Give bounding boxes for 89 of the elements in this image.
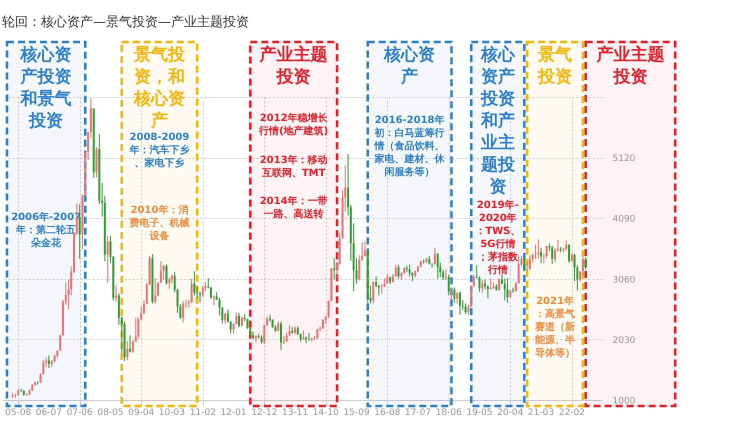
candlestick	[408, 264, 411, 277]
candlestick	[386, 274, 388, 285]
candlestick	[568, 244, 570, 264]
candlestick	[126, 340, 128, 360]
x-tick-label: 08-05	[97, 408, 124, 418]
annotation: 2014年：一带一路、高送转	[260, 195, 328, 220]
annotation: 2021年：高景气赛道（新能源、半导体等）	[534, 295, 576, 359]
candlestick	[106, 235, 109, 284]
candlestick	[238, 312, 240, 328]
candlestick	[95, 146, 98, 178]
candlestick	[397, 264, 400, 280]
candlestick	[436, 252, 439, 280]
x-tick-label: 14-10	[312, 408, 340, 418]
candlestick	[154, 278, 156, 304]
candlestick	[240, 316, 243, 327]
annotation: 2019年-2020年：TWS、5G行情；茅指数行情	[475, 199, 520, 276]
annotation: 2016-2018年初：白马蓝筹行情（食品饮料、家电、建材、休闲服务等）	[374, 114, 446, 178]
x-tick-label: 19-05	[466, 408, 492, 418]
candlestick	[224, 312, 226, 324]
candlestick	[537, 238, 540, 260]
candlestick	[523, 256, 526, 272]
candlestick	[456, 292, 458, 304]
x-tick-label: 18-06	[436, 408, 462, 418]
band-label: 产业主题投资	[258, 45, 328, 87]
y-tick-label: 4090	[612, 214, 636, 225]
candlestick	[190, 278, 193, 304]
x-tick-label: 17-07	[404, 408, 432, 418]
x-tick-label: 15-09	[343, 408, 370, 418]
candlestick	[316, 328, 318, 340]
x-tick-label: 21-03	[528, 408, 554, 418]
candlestick	[444, 268, 447, 280]
x-tick-label: 07-06	[66, 408, 94, 418]
annotation: 2010年：消费电子、机械设备	[128, 204, 190, 242]
candlestick	[481, 279, 484, 294]
candlestick	[464, 303, 467, 315]
x-tick-label: 11-02	[190, 408, 216, 418]
band-label: 核心资产	[383, 45, 436, 87]
annotation: 2008-2009年：汽车下乡、家电下乡	[128, 132, 190, 169]
candlestick	[168, 277, 170, 290]
candlestick	[202, 285, 204, 298]
candlestick	[528, 254, 531, 270]
candlestick	[540, 247, 542, 264]
band-label: 景气投资	[537, 45, 572, 87]
x-tick-label: 06-07	[36, 408, 62, 418]
candlestick	[448, 274, 450, 296]
candlestick	[182, 300, 184, 323]
candlestick	[280, 321, 282, 350]
candlestick	[308, 332, 310, 342]
candlestick	[565, 240, 568, 252]
band-label: 产业主题投资	[595, 45, 664, 87]
y-tick-label: 2030	[612, 336, 636, 346]
candlestick	[453, 287, 456, 304]
x-tick-label: 10-03	[158, 408, 185, 418]
y-tick-label: 5120	[612, 154, 636, 164]
candlestick	[450, 286, 452, 302]
x-tick-label: 13-11	[282, 408, 308, 418]
x-tick-label: 12-01	[220, 408, 247, 418]
annotation: 2013年：移动互联网、TMT	[260, 154, 328, 179]
candlestick	[506, 278, 508, 304]
candlestick	[546, 245, 548, 259]
candlestick	[372, 280, 374, 304]
candlestick	[193, 270, 196, 296]
x-tick-label: 16-08	[374, 408, 401, 418]
x-tick-label: 20-04	[497, 408, 524, 418]
candlestick	[78, 204, 81, 260]
candlestick	[333, 258, 336, 280]
band-label: 景气投资，和核心资产	[132, 45, 186, 131]
candlestick	[551, 245, 554, 265]
candlestick	[162, 264, 165, 280]
band-label: 核心资产投资和产业主题投资	[480, 45, 516, 197]
candlestick	[434, 247, 436, 266]
candlestick	[512, 287, 514, 294]
x-tick-label: 09-04	[128, 408, 155, 418]
y-tick-label: 3060	[612, 275, 636, 286]
y-tick-label: 1000	[612, 396, 636, 406]
x-tick-label: 22-02	[558, 408, 585, 418]
chart-title: 轮回：核心资产—景气投资—产业主题投资	[2, 14, 249, 30]
candlestick	[364, 241, 366, 257]
x-tick-label: 12-12	[251, 408, 278, 418]
x-tick-label: 05-08	[5, 408, 32, 418]
annotation: 2012年稳增长行情(地产建筑)	[258, 112, 329, 137]
candlestick	[498, 278, 500, 292]
candlestick	[165, 264, 168, 286]
candlestick	[48, 354, 50, 369]
candlestick	[115, 284, 118, 302]
band-label: 核心资产投资和景气投资	[20, 45, 72, 131]
candlestick	[458, 291, 461, 316]
candlestick	[584, 257, 587, 270]
candlestick	[504, 278, 506, 302]
